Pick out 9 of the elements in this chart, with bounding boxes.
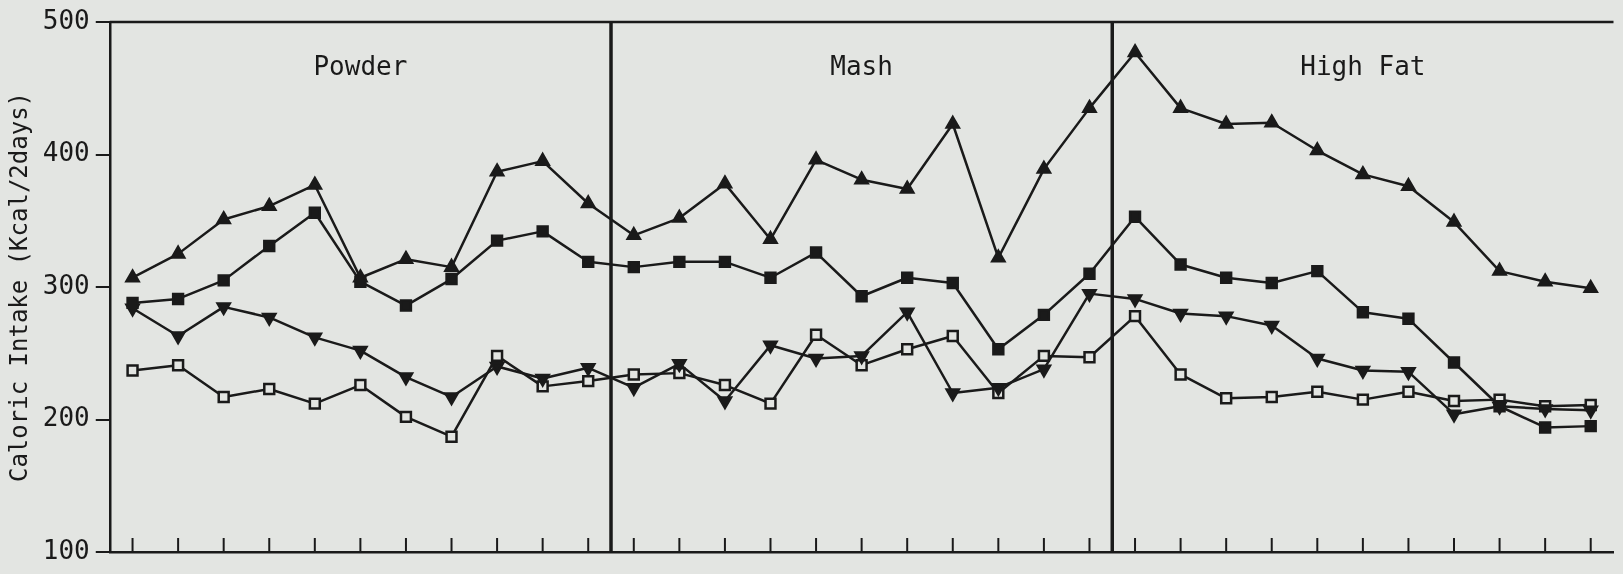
y-tick-label: 500 xyxy=(42,4,90,35)
annotation: Mash xyxy=(830,50,893,81)
y-tick-label: 200 xyxy=(42,402,90,433)
annotation: Powder xyxy=(313,50,408,81)
y-tick-label: 100 xyxy=(42,534,90,565)
y-tick-label: 400 xyxy=(42,137,90,168)
y-tick-label: 300 xyxy=(42,269,90,300)
y-axis-title: Caloric Intake (Kcal/2days) xyxy=(4,91,33,483)
annotation: High Fat xyxy=(1300,50,1426,81)
